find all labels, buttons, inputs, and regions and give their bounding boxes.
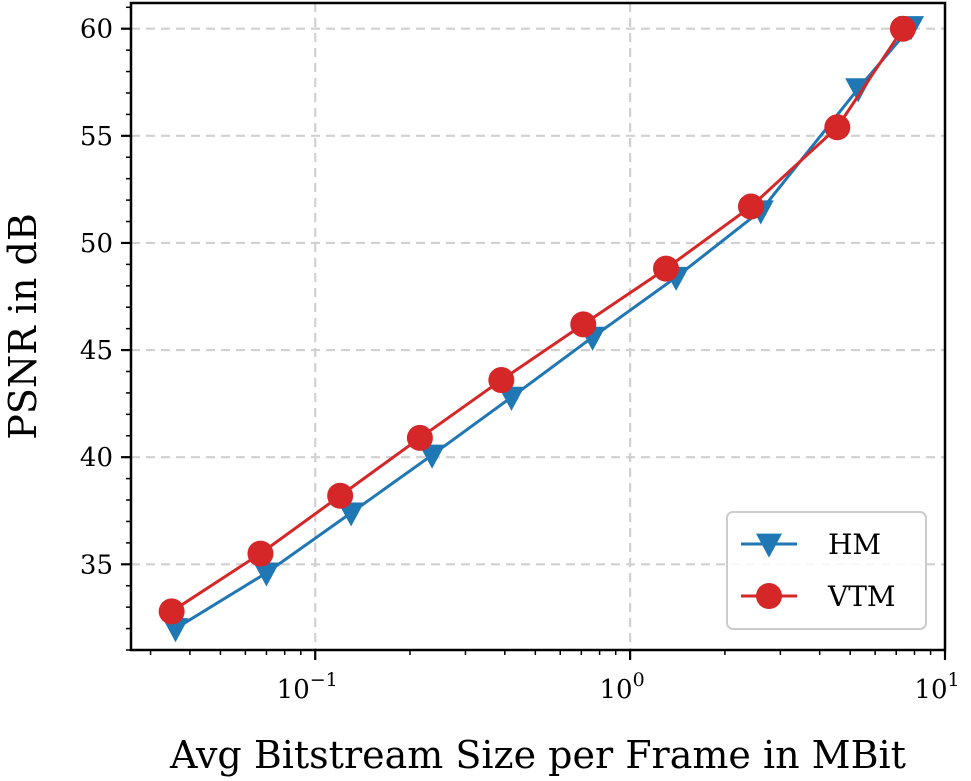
legend-label-hm: HM xyxy=(828,528,881,561)
x-tick-label: 10−1 xyxy=(277,669,338,705)
data-point-vtm xyxy=(488,367,515,394)
series-line-vtm xyxy=(170,27,905,613)
y-tick-label: 55 xyxy=(80,122,113,152)
data-point-vtm xyxy=(652,255,679,282)
y-tick-label: 40 xyxy=(80,443,113,473)
series-line-hm xyxy=(174,25,913,630)
legend-box xyxy=(726,511,927,630)
series-vtm xyxy=(158,15,916,625)
legend-marker-vtm xyxy=(756,583,782,609)
data-point-vtm xyxy=(889,15,916,42)
data-point-hm xyxy=(253,562,280,587)
data-point-hm xyxy=(162,618,189,643)
data-point-vtm xyxy=(158,598,185,625)
data-point-vtm xyxy=(327,482,354,509)
data-point-vtm xyxy=(737,193,764,220)
data-point-hm xyxy=(338,502,365,527)
legend-item-vtm: VTM xyxy=(741,580,896,613)
x-axis-title: Avg Bitstream Size per Frame in MBit xyxy=(169,733,906,777)
data-point-hm xyxy=(498,386,525,411)
x-tick-label: 100 xyxy=(600,669,645,705)
y-tick-label: 60 xyxy=(80,15,113,45)
legend-marker-hm xyxy=(756,533,782,558)
data-point-vtm xyxy=(406,424,433,451)
plot-area-frame xyxy=(129,1,947,652)
data-point-vtm xyxy=(247,540,274,567)
legend: HM VTM xyxy=(726,511,927,630)
data-point-vtm xyxy=(570,311,597,338)
y-tick-label: 45 xyxy=(80,336,113,366)
axis-ticks: 35 40 45 50 55 60 10−1 100 101 xyxy=(80,6,960,705)
y-tick-label: 50 xyxy=(80,229,113,259)
data-point-hm xyxy=(419,444,446,469)
x-tick-label: 101 xyxy=(914,669,959,705)
y-tick-label: 35 xyxy=(80,550,113,580)
legend-item-hm: HM xyxy=(741,528,881,561)
legend-label-vtm: VTM xyxy=(827,580,896,613)
series-layer xyxy=(158,15,925,643)
y-axis-title: PSNR in dB xyxy=(1,213,45,440)
data-point-vtm xyxy=(824,114,851,141)
